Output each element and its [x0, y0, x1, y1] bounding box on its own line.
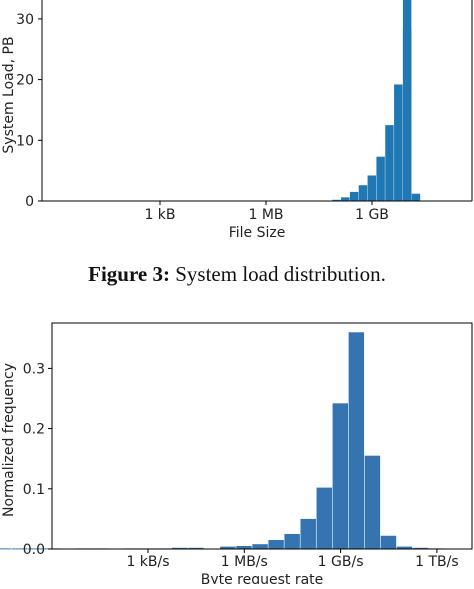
figure-caption-text: System load distribution.	[175, 262, 386, 286]
chart2-y-tick-label: 0.2	[23, 422, 45, 438]
chart2-bar	[412, 547, 429, 549]
chart2-bar	[300, 518, 316, 549]
chart1-x-label: File Size	[229, 225, 286, 241]
chart2-bar	[396, 546, 413, 549]
chart1-bar	[358, 185, 368, 201]
chart2-bar	[332, 403, 349, 549]
chart1-y-tick-label: 0	[25, 194, 34, 210]
chart1-x-tick-label: 1 kB	[144, 207, 175, 223]
chart1-x-tick-label: 1 GB	[355, 207, 389, 223]
chart1-bar	[349, 191, 359, 201]
chart1-bar	[385, 125, 394, 202]
chart2-bar	[172, 547, 188, 549]
chart1-bar	[332, 199, 341, 201]
chart1-bars	[332, 0, 421, 202]
chart2-bar	[364, 455, 381, 549]
chart2-bar	[268, 539, 284, 549]
chart2-x-label: Byte request rate	[201, 572, 324, 584]
chart2-bar	[380, 535, 397, 549]
chart2-x-ticks: 1 kB/s 1 MB/s 1 GB/s 1 TB/s	[126, 549, 459, 570]
chart2-bar	[252, 544, 268, 549]
chart2-x-tick-label: 1 MB/s	[221, 554, 268, 570]
chart1-bar	[376, 156, 385, 201]
chart1-y-tick-label: 20	[16, 73, 34, 89]
chart1-y-tick-label: 30	[16, 12, 34, 28]
chart2-bar	[316, 487, 332, 549]
figure-caption-label: Figure 3:	[88, 262, 170, 286]
chart2-bar	[284, 533, 300, 549]
chart1-bar	[367, 175, 377, 201]
chart2-bar	[348, 332, 365, 549]
chart1-x-tick-label: 1 MB	[248, 207, 283, 223]
chart2-y-tick-label: 0.0	[23, 542, 45, 558]
chart2-x-tick-label: 1 TB/s	[415, 554, 459, 570]
chart2-frame	[51, 322, 473, 550]
chart1-x-ticks: 1 kB 1 MB 1 GB	[144, 201, 389, 223]
chart2-x-tick-label: 1 GB/s	[318, 554, 364, 570]
chart2-bar	[220, 546, 236, 549]
chart1-bar	[341, 197, 350, 201]
chart1-y-tick-label: 10	[16, 133, 34, 149]
chart1-bar	[411, 193, 421, 201]
chart2-bar	[11, 548, 28, 550]
chart2-y-ticks: 0.0 0.1 0.2 0.3	[23, 361, 52, 558]
chart2-bar	[188, 547, 204, 549]
chart1-y-label: System Load, PB	[1, 36, 17, 153]
chart2-x-tick-label: 1 kB/s	[126, 554, 169, 570]
figure-caption: Figure 3: System load distribution.	[0, 262, 474, 287]
chart-byte-request-rate: 0.0 0.1 0.2 0.3 1 kB/s 1 MB/s 1 GB/s 1 TB/s By…	[0, 322, 473, 588]
chart2-y-label: Normalized frequency	[1, 363, 17, 517]
chart2-bar	[27, 548, 44, 550]
chart2-bars	[0, 332, 445, 550]
chart2-y-tick-label: 0.1	[23, 482, 45, 498]
chart2-bar	[236, 545, 252, 549]
chart1-bar	[402, 0, 412, 201]
chart1-bar	[394, 84, 403, 201]
chart2-y-tick-label: 0.3	[23, 361, 45, 377]
chart2-bar	[0, 548, 11, 550]
chart-system-load: 0 10 20 30 1 kB 1 MB 1 GB File Size System Lo…	[1, 0, 473, 241]
chart1-y-ticks: 0 10 20 30	[16, 12, 42, 210]
